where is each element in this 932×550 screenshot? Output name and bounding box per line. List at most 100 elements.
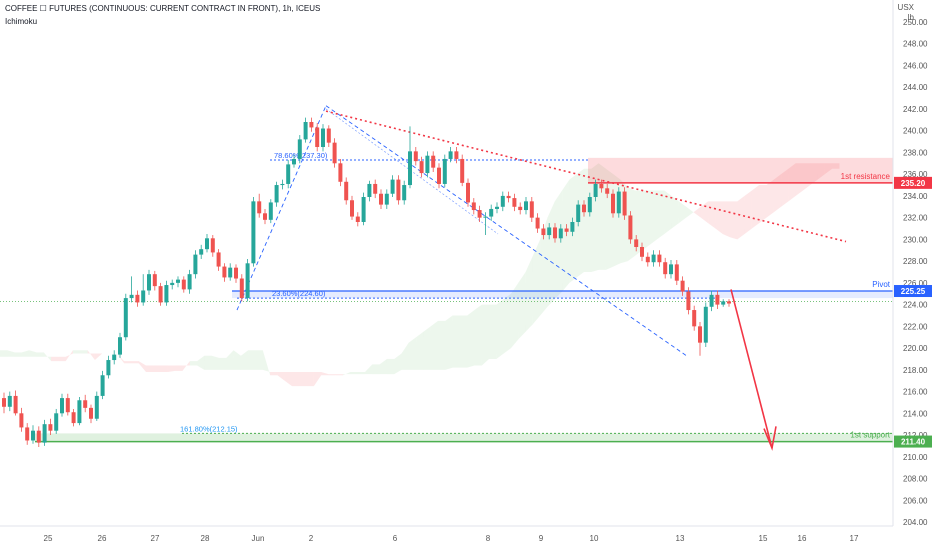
candle-body — [65, 398, 70, 413]
candle — [599, 179, 604, 193]
chart-title: COFFEE ☐ FUTURES (CONTINUOUS: CURRENT CO… — [5, 4, 321, 13]
cloud-segment — [503, 293, 511, 354]
candle — [541, 224, 546, 240]
cloud-segment — [489, 304, 497, 359]
candle — [164, 280, 169, 306]
candle-body — [141, 290, 146, 303]
cloud-segment — [182, 361, 190, 371]
candle — [477, 205, 482, 222]
candle-body — [83, 400, 88, 408]
cloud-segment — [343, 372, 351, 376]
candle — [379, 189, 383, 209]
candle-body — [338, 163, 343, 182]
cloud-segment — [124, 361, 132, 364]
candle-body — [31, 430, 35, 441]
cloud-segment — [197, 355, 205, 370]
candle — [553, 223, 557, 243]
cloud-segment — [496, 299, 504, 359]
candle — [257, 193, 262, 218]
candle — [36, 426, 41, 447]
cloud-segment — [518, 272, 526, 340]
price-tick-label: 220.00 — [903, 344, 928, 353]
cloud-segment — [511, 282, 519, 349]
candle — [274, 181, 279, 207]
cloud-segment — [386, 358, 395, 375]
cloud-segment — [715, 201, 723, 234]
candle — [286, 160, 291, 189]
candle-body — [471, 202, 476, 211]
candle — [303, 117, 308, 143]
candle — [500, 191, 505, 212]
price-axis[interactable]: 204.00 206.00 208.00 210.00 212.00 214.00 216.… — [892, 0, 928, 527]
candle — [518, 202, 523, 215]
candle — [576, 200, 581, 227]
candle — [674, 260, 679, 286]
candle — [431, 151, 436, 172]
price-tick-label: 234.00 — [903, 192, 928, 201]
candle — [396, 175, 401, 205]
price-tick-label: 210.00 — [903, 453, 928, 462]
candle — [686, 287, 691, 315]
candle-body — [19, 413, 24, 428]
price-tick-label: 212.00 — [903, 431, 928, 440]
candle-body — [634, 239, 639, 247]
candle-body — [413, 151, 418, 162]
cloud-segment — [635, 190, 643, 256]
cloud-segment — [233, 350, 241, 370]
candle-body — [2, 398, 6, 407]
cloud-segment — [284, 372, 292, 387]
candle-body — [605, 188, 610, 194]
candle-body — [518, 206, 523, 211]
candle — [326, 125, 331, 147]
currency-label: USX — [897, 3, 914, 12]
candle-body — [158, 286, 163, 303]
candle — [350, 195, 354, 220]
price-tick-label: 230.00 — [903, 235, 928, 244]
candle-body — [257, 201, 262, 214]
currency-unit: USX lb — [898, 3, 914, 23]
candle — [118, 332, 122, 358]
candle — [645, 252, 650, 267]
cloud-segment — [832, 163, 840, 169]
candle — [31, 425, 35, 444]
candle — [570, 217, 575, 237]
candle-body — [698, 326, 702, 343]
candle-body — [60, 398, 64, 414]
candle — [495, 202, 499, 214]
cloud-segment — [204, 355, 212, 370]
time-tick-label: Jun — [252, 534, 265, 543]
candle-body — [663, 262, 668, 275]
cloud-segment — [7, 350, 15, 357]
cloud-segment — [306, 372, 314, 387]
time-tick-label: 13 — [676, 534, 685, 543]
candle — [83, 394, 88, 413]
cloud-segment — [153, 365, 161, 372]
cloud-segment — [226, 350, 234, 370]
candle — [187, 269, 192, 294]
candle — [77, 397, 82, 426]
cloud-segment — [766, 179, 774, 218]
candle-body — [129, 294, 134, 299]
candle-body — [234, 267, 238, 279]
fib-diagonal — [325, 105, 689, 358]
candle — [193, 250, 198, 279]
candle — [321, 124, 325, 152]
candle-body — [657, 254, 662, 263]
price-tick-label: 214.00 — [903, 409, 928, 418]
candle-body — [251, 201, 256, 264]
candle — [42, 419, 47, 446]
price-tick-label: 208.00 — [903, 475, 928, 484]
cloud-segment — [240, 350, 249, 370]
time-axis[interactable]: 25 26 27 28 Jun 2 6 8 9 10 13 15 16 17 — [0, 525, 893, 543]
candle — [54, 408, 59, 434]
candle — [709, 290, 714, 312]
candle-body — [112, 354, 117, 361]
cloud-segment — [664, 190, 672, 234]
candle-body — [680, 280, 685, 292]
candle — [680, 276, 685, 296]
candle-body — [541, 228, 546, 236]
candle-body — [222, 266, 227, 278]
cloud-segment — [795, 163, 803, 196]
candle-body — [576, 204, 581, 222]
